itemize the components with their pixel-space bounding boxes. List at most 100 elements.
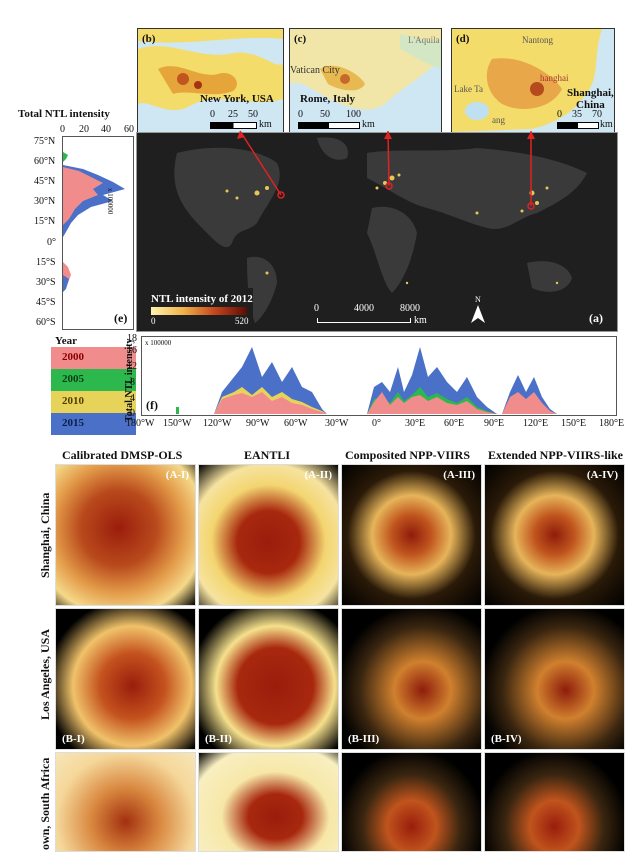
grid-c-dmsp — [55, 752, 196, 852]
world-scale-tick-2: 8000 — [400, 303, 420, 314]
panel-e-title: Total NTL intensity — [18, 108, 110, 120]
lon-tick-3: 90°W — [246, 418, 270, 429]
year-legend-label-0: 2000 — [62, 351, 84, 363]
col-header-3: Extended NPP-VIIRS-like — [488, 448, 624, 462]
year-legend-label-1: 2005 — [62, 373, 84, 385]
year-legend-item-2 — [51, 391, 136, 413]
inset-d-place: Shanghai, China — [567, 87, 614, 111]
inset-d-map-text-2: hanghai — [540, 73, 569, 83]
panel-f-ytick-2: 8 — [130, 377, 135, 388]
inset-b-place: New York, USA — [200, 93, 274, 105]
year-legend-title: Year — [55, 335, 77, 347]
inset-c-scale-bar — [298, 122, 360, 129]
world-legend-max: 520 — [235, 316, 249, 326]
inset-b-scale-0: 0 — [210, 109, 215, 120]
panel-e-top-tick-0: 0 — [60, 124, 65, 135]
row-label-2: own, South Africa — [38, 757, 52, 850]
inset-connector-lines — [237, 130, 535, 210]
panel-f-ytick-5: 18 — [127, 333, 137, 344]
grid-a-viirs-like: (A-IV) — [484, 464, 625, 606]
tag-b-4: (B-IV) — [491, 733, 522, 745]
world-panel-label: (a) — [589, 311, 603, 325]
inset-c-map-text-0: L'Aquila — [408, 35, 440, 45]
lon-tick-6: 0° — [372, 418, 381, 429]
row-label-1: Los Angeles, USA — [38, 628, 52, 720]
inset-d-map-text-1: Lake Ta — [454, 84, 483, 94]
new-york-map-graphic — [138, 29, 283, 111]
panel-f-ytick-3: 12 — [127, 361, 137, 372]
panel-e-label: (e) — [114, 311, 128, 325]
tag-b-3: (B-III) — [348, 733, 380, 745]
lat-tick-8: 45°S — [36, 297, 56, 308]
inset-map-shanghai: (d) Nantong Lake Ta hanghai ang Shanghai… — [451, 28, 615, 133]
year-legend-item-3 — [51, 413, 136, 435]
grid-a-viirs: (A-III) — [341, 464, 482, 606]
year-legend-label-3: 2015 — [62, 417, 84, 429]
lat-tick-0: 75°N — [34, 136, 56, 147]
tag-b-1: (B-I) — [62, 733, 85, 745]
world-legend-title: NTL intensity of 2012 — [151, 293, 253, 305]
lat-tick-2: 45°N — [34, 176, 56, 187]
inset-d-scale-1: 35 — [572, 109, 582, 120]
inset-d-scale-0: 0 — [557, 109, 562, 120]
lon-tick-11: 150°E — [561, 418, 587, 429]
panel-f-multiplier: x 100000 — [145, 339, 172, 347]
tag-a-1: (A-I) — [165, 469, 189, 481]
panel-f-ytick-1: 4 — [130, 393, 135, 404]
shanghai-map-graphic — [452, 29, 602, 132]
panel-e-top-tick-1: 20 — [79, 124, 89, 135]
lon-tick-1: 150°W — [163, 418, 192, 429]
world-scale-tick-1: 4000 — [354, 303, 374, 314]
tag-b-2: (B-II) — [205, 733, 232, 745]
col-header-0: Calibrated DMSP-OLS — [62, 448, 183, 462]
grid-b-viirs-like: (B-IV) — [484, 608, 625, 750]
panel-e-profile-graphic — [63, 152, 125, 292]
year-legend-item-0 — [51, 347, 136, 369]
inset-d-map-text-3: ang — [492, 115, 505, 125]
lon-tick-2: 120°W — [203, 418, 232, 429]
world-ntl-map: NTL intensity of 2012 0 520 0 4000 8000 … — [136, 132, 618, 332]
lon-tick-10: 120°E — [523, 418, 549, 429]
inset-b-scale-2: 50 — [248, 109, 258, 120]
inset-c-place: Rome, Italy — [300, 93, 355, 105]
lat-tick-4: 15°N — [34, 216, 56, 227]
lon-tick-0: 180°W — [126, 418, 155, 429]
col-header-1: EANTLI — [244, 448, 291, 462]
lon-tick-7: 30°E — [405, 418, 426, 429]
inset-b-label: (b) — [142, 33, 156, 45]
lon-tick-9: 90°E — [484, 418, 505, 429]
grid-c-eantli — [198, 752, 339, 852]
lon-tick-4: 60°W — [284, 418, 308, 429]
inset-c-map-text-1: Vatican City — [290, 65, 340, 76]
inset-c-scale-1: 50 — [320, 109, 330, 120]
world-scale-bar — [317, 318, 411, 323]
north-arrow-icon — [471, 305, 485, 323]
lat-tick-6: 15°S — [36, 257, 56, 268]
inset-c-scale-2: 100 — [346, 109, 361, 120]
inset-map-rome: (c) L'Aquila Vatican City Rome, Italy 0 … — [289, 28, 442, 133]
panel-f-ytick-4: 16 — [127, 345, 137, 356]
inset-b-scale-1: 25 — [228, 109, 238, 120]
year-legend-label-2: 2010 — [62, 395, 84, 407]
north-label: N — [475, 295, 481, 304]
grid-a-eantli: (A-II) — [198, 464, 339, 606]
grid-a-dmsp: (A-I) — [55, 464, 196, 606]
lat-tick-5: 0° — [47, 237, 56, 248]
lon-tick-8: 60°E — [444, 418, 465, 429]
lon-tick-5: 30°W — [325, 418, 349, 429]
world-legend-gradient — [151, 307, 247, 315]
tag-a-4: (A-IV) — [586, 469, 618, 481]
inset-d-scale-bar — [557, 122, 599, 129]
panel-e-top-tick-2: 40 — [101, 124, 111, 135]
panel-f-profile-graphic — [176, 347, 557, 414]
tag-a-3: (A-III) — [443, 469, 475, 481]
tag-a-2: (A-II) — [304, 469, 333, 481]
lat-tick-3: 30°N — [34, 196, 56, 207]
panel-f-label: (f) — [146, 398, 158, 412]
inset-map-new-york: (b) New York, USA 0 25 50 km — [137, 28, 284, 133]
grid-b-eantli: (B-II) — [198, 608, 339, 750]
inset-d-label: (d) — [456, 33, 470, 45]
world-scale-unit: km — [414, 315, 427, 326]
inset-b-scale-unit: km — [259, 119, 272, 130]
panel-f-ytick-0: 0 — [130, 408, 135, 419]
